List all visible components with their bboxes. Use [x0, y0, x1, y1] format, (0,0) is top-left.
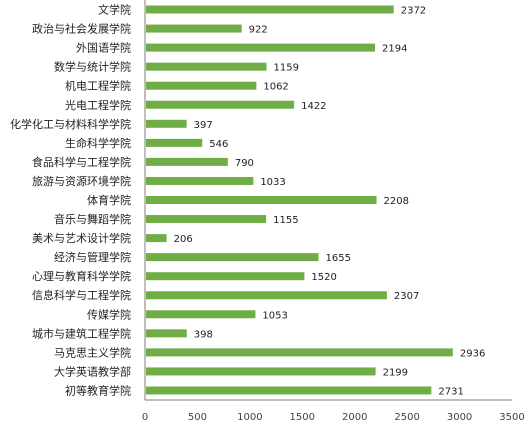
category-label: 机电工程学院: [65, 79, 131, 93]
x-tick-label: 2500: [394, 412, 419, 423]
category-label: 经济与管理学院: [54, 250, 131, 264]
bar: [146, 234, 167, 243]
bar: [146, 196, 377, 204]
category-label: 文学院: [98, 3, 131, 17]
data-label: 1520: [311, 272, 336, 283]
x-tick-label: 1500: [290, 412, 315, 423]
bar: [146, 81, 257, 90]
category-label: 食品科学与工程学院: [32, 155, 131, 169]
bar: [146, 119, 187, 128]
bar: [146, 100, 295, 109]
bar: [146, 291, 387, 300]
data-label: 546: [209, 139, 228, 150]
bar: [146, 215, 267, 224]
bar: [146, 367, 376, 376]
category-label: 外国语学院: [76, 41, 131, 55]
bar: [146, 176, 254, 185]
bar: [146, 24, 242, 33]
data-label: 1422: [301, 101, 326, 112]
data-label: 2307: [394, 291, 419, 302]
x-tick-label: 3500: [499, 412, 524, 423]
bar: [146, 5, 394, 14]
category-label: 音乐与舞蹈学院: [54, 212, 131, 226]
data-label: 2731: [438, 386, 463, 397]
data-label: 1159: [274, 63, 299, 74]
category-label: 初等教育学院: [65, 383, 131, 397]
data-label: 1053: [262, 310, 287, 321]
category-label: 马克思主义学院: [54, 345, 131, 359]
category-label: 化学化工与材料科学学院: [10, 117, 131, 131]
category-label: 城市与建筑工程学院: [32, 326, 131, 340]
category-label: 传媒学院: [87, 307, 131, 321]
data-label: 2372: [401, 6, 426, 17]
data-label: 2199: [383, 367, 408, 378]
category-label: 生命科学学院: [65, 136, 131, 150]
x-tick-label: 1000: [237, 412, 262, 423]
bar: [146, 253, 319, 262]
bar: [146, 310, 256, 319]
x-tick-label: 3000: [447, 412, 472, 423]
bar: [146, 329, 187, 338]
data-label: 1155: [273, 215, 298, 226]
bar: [146, 272, 305, 281]
data-label: 2194: [382, 44, 407, 55]
bar: [146, 386, 432, 395]
category-label: 信息科学与工程学院: [32, 288, 131, 302]
bar: [146, 43, 376, 52]
x-tick-label: 500: [188, 412, 207, 423]
bar: [146, 62, 267, 71]
x-tick-label: 0: [142, 412, 148, 423]
category-label: 光电工程学院: [65, 98, 131, 112]
bar: [146, 348, 453, 357]
data-label: 790: [235, 158, 254, 169]
data-label: 1033: [260, 177, 285, 188]
data-label: 397: [194, 120, 213, 131]
data-label: 206: [174, 234, 193, 245]
bar: [146, 138, 203, 147]
data-label: 1655: [326, 253, 351, 264]
data-label: 2208: [384, 196, 409, 207]
category-label: 美术与艺术设计学院: [32, 231, 131, 245]
category-label: 心理与教育科学学院: [32, 269, 131, 283]
bar: [146, 157, 228, 166]
category-label: 数学与统计学院: [54, 60, 131, 74]
category-label: 大学英语教学部: [54, 364, 131, 378]
x-tick-label: 2000: [342, 412, 367, 423]
category-label: 体育学院: [87, 193, 131, 207]
data-label: 398: [194, 329, 213, 340]
data-label: 922: [249, 25, 268, 36]
category-label: 旅游与资源环境学院: [32, 174, 131, 188]
data-label: 1062: [263, 82, 288, 93]
data-label: 2936: [460, 348, 485, 359]
category-label: 政治与社会发展学院: [32, 22, 131, 36]
